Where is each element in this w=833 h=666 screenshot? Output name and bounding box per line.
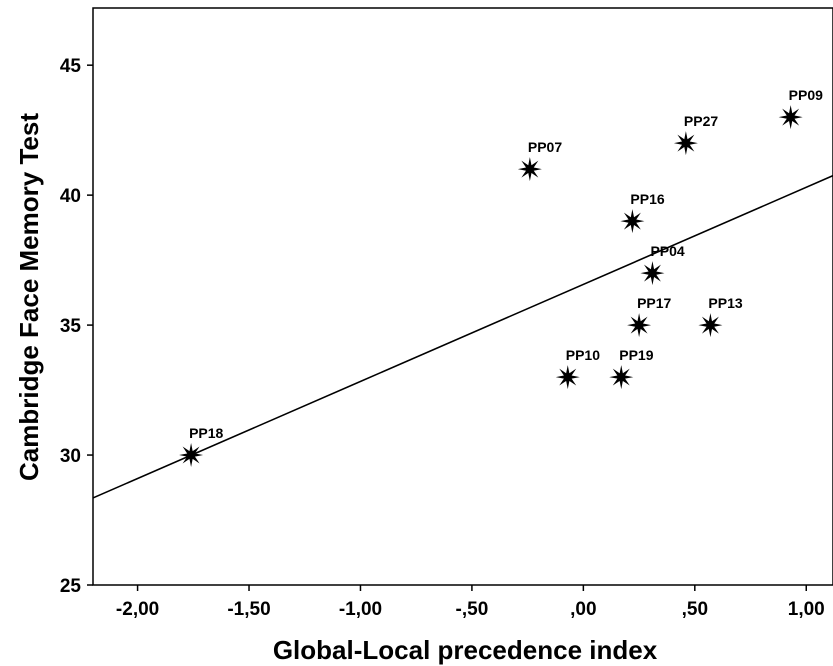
x-tick-label: -,50 — [456, 599, 489, 620]
point-label-pp27: PP27 — [684, 113, 718, 129]
x-axis: -2,00 -1,50 -1,00 -,50 ,00 ,50 1,00 — [116, 585, 825, 620]
point-label-pp19: PP19 — [619, 347, 653, 363]
y-axis: 25 30 35 40 45 — [60, 56, 93, 597]
point-label-pp09: PP09 — [789, 87, 823, 103]
point-label-pp18: PP18 — [189, 425, 223, 441]
point-label-pp07: PP07 — [528, 139, 562, 155]
y-tick-label: 25 — [60, 576, 82, 597]
plot-frame — [92, 7, 833, 586]
point-label-pp10: PP10 — [566, 347, 600, 363]
y-tick-label: 35 — [60, 316, 82, 337]
x-tick-label: ,50 — [682, 599, 708, 620]
y-tick-label: 40 — [60, 186, 81, 207]
point-label-pp04: PP04 — [650, 243, 684, 259]
data-point-pp04 — [640, 261, 665, 286]
data-point-pp09 — [778, 105, 803, 130]
x-tick-label: 1,00 — [788, 599, 825, 620]
data-point-pp13 — [698, 313, 723, 338]
x-tick-label: -1,50 — [227, 599, 270, 620]
regression-line — [92, 174, 833, 499]
data-point-pp16 — [620, 209, 645, 234]
point-label-pp16: PP16 — [630, 191, 664, 207]
x-tick-label: ,00 — [570, 599, 596, 620]
data-point-pp17 — [627, 313, 652, 338]
data-point-pp07 — [517, 157, 542, 182]
data-point-pp10 — [555, 365, 580, 390]
x-tick-label: -1,00 — [339, 599, 382, 620]
fit-line-layer — [92, 174, 833, 499]
data-point-pp19 — [609, 365, 634, 390]
point-label-pp13: PP13 — [708, 295, 742, 311]
x-tick-label: -2,00 — [116, 599, 159, 620]
x-axis-title: Global-Local precedence index — [273, 635, 658, 665]
data-points: PP18 PP07 PP10 PP19 PP17 PP16 PP04 PP27 PP13 PP09 — [179, 87, 823, 468]
data-point-pp27 — [673, 131, 698, 156]
data-point-pp18 — [179, 443, 204, 468]
point-label-pp17: PP17 — [637, 295, 671, 311]
y-tick-label: 45 — [60, 56, 82, 77]
y-axis-title: Cambridge Face Memory Test — [14, 113, 44, 481]
y-tick-label: 30 — [60, 446, 81, 467]
